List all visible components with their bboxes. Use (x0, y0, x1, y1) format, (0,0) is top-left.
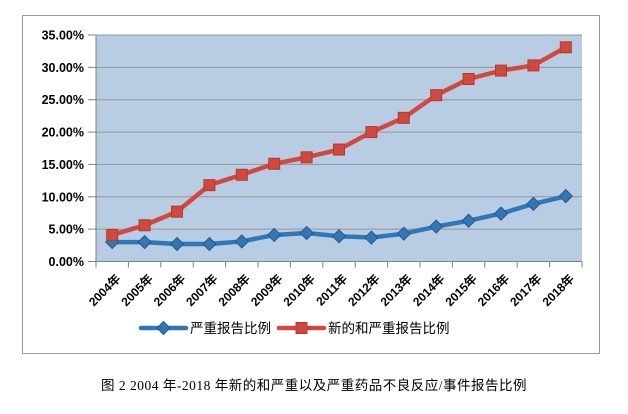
data-point-diamond (234, 234, 250, 249)
data-point-diamond (331, 229, 347, 244)
x-axis-label: 2006年 (150, 271, 188, 309)
y-axis-label: 0.00% (49, 255, 84, 269)
data-point-diamond (526, 196, 541, 212)
data-point-diamond (461, 213, 476, 228)
data-point-diamond (428, 219, 444, 234)
x-axis-label: 2016年 (474, 271, 512, 309)
data-point-diamond (156, 320, 171, 336)
y-axis-label: 5.00% (49, 223, 84, 237)
y-axis-label: 15.00% (42, 158, 84, 172)
line-chart: 0.00% 5.00% 10.00% 15.00% 20.00% 25.00% 30.00%… (42, 29, 583, 336)
data-point-square (235, 168, 248, 181)
data-point-diamond (558, 188, 574, 204)
y-axis-label: 30.00% (42, 61, 84, 75)
legend-label: 严重报告比例 (190, 321, 271, 336)
data-point-square (333, 143, 345, 156)
data-point-diamond (169, 236, 185, 252)
data-point-square (268, 157, 281, 170)
x-axis-label: 2009年 (247, 271, 285, 309)
data-point-diamond (493, 206, 509, 221)
data-point-diamond (266, 227, 282, 243)
data-point-diamond (137, 234, 152, 250)
x-axis-label: 2010年 (280, 271, 318, 309)
x-axis-label: 2007年 (183, 271, 221, 309)
data-point-square (300, 151, 313, 164)
x-axis-label: 2004年 (85, 271, 123, 309)
chart-frame: 0.00% 5.00% 10.00% 15.00% 20.00% 25.00% 30.00%… (22, 15, 600, 354)
data-point-square (495, 64, 507, 77)
data-point-diamond (396, 226, 412, 241)
data-point-square (462, 73, 475, 86)
figure-caption: 图 2 2004 年-2018 年新的和严重以及严重药品不良反应/事件报告比例 (101, 378, 527, 393)
y-axis-label: 35.00% (42, 29, 84, 43)
data-point-square (106, 228, 119, 241)
x-axis-label: 2015年 (442, 271, 480, 309)
data-point-square (138, 219, 151, 232)
data-point-diamond (202, 236, 217, 252)
data-point-square (527, 59, 540, 72)
y-axis-label: 25.00% (42, 93, 84, 107)
x-axis-label: 2008年 (215, 271, 253, 309)
data-point-square (559, 41, 572, 54)
data-point-diamond (364, 230, 379, 245)
y-axis-label: 10.00% (42, 190, 84, 204)
x-axis-label: 2018年 (539, 271, 577, 309)
data-point-square (365, 126, 378, 139)
y-axis-label: 20.00% (42, 126, 84, 140)
data-point-square (171, 205, 183, 218)
x-axis-label: 2011年 (313, 271, 351, 309)
x-axis-label: 2013年 (377, 271, 415, 309)
legend-label: 新的和严重报告比例 (328, 321, 450, 336)
data-point-diamond (299, 225, 314, 241)
x-axis-label: 2012年 (345, 271, 383, 309)
data-point-square (397, 111, 410, 124)
x-axis-label: 2014年 (409, 271, 447, 309)
data-point-square (295, 322, 308, 334)
data-point-square (430, 89, 443, 102)
data-point-square (203, 179, 216, 192)
x-axis-label: 2017年 (507, 271, 545, 309)
x-axis-label: 2005年 (118, 271, 156, 309)
